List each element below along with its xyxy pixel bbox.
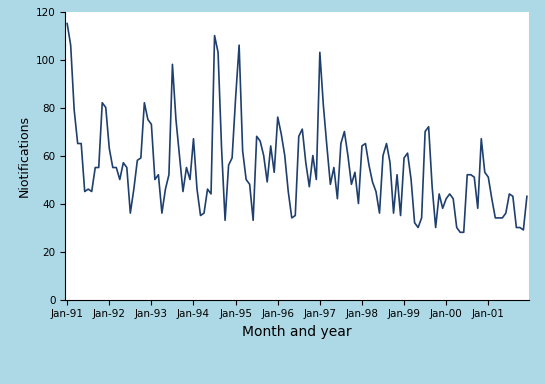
Y-axis label: Niotifications: Niotifications: [17, 114, 31, 197]
X-axis label: Month and year: Month and year: [242, 325, 352, 339]
